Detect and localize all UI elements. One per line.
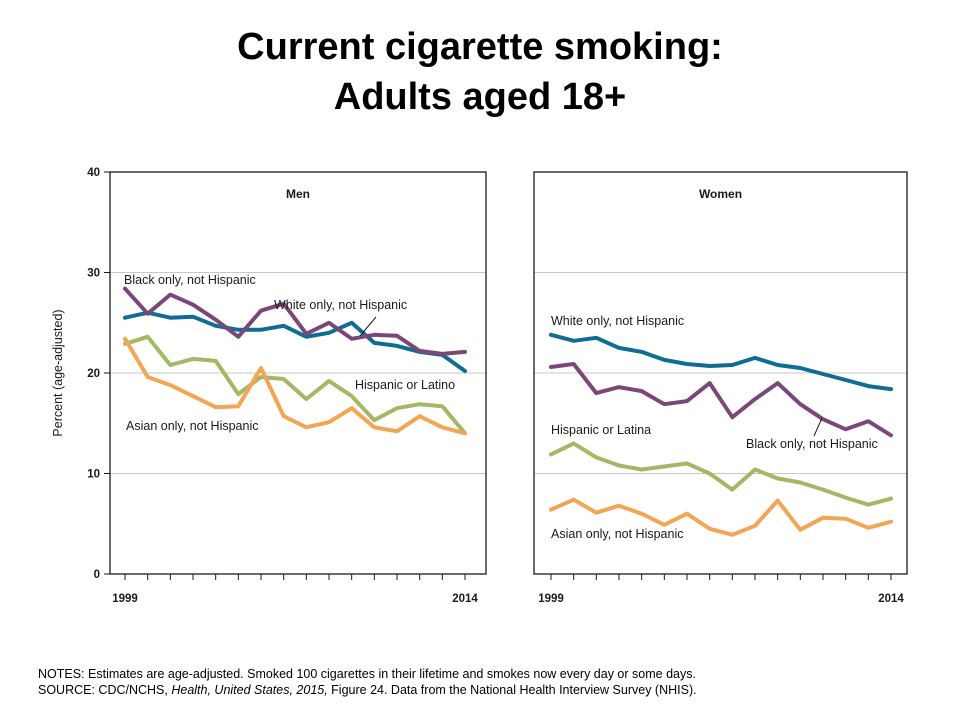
series-label-black: Black only, not Hispanic [746,437,878,451]
leader-line-black [813,417,823,437]
series-label-hispanic: Hispanic or Latina [551,423,651,437]
title-line-2: Adults aged 18+ [333,76,627,118]
series-line-white [123,310,467,373]
x-tick-label: 2014 [878,593,904,605]
series-label-asian: Asian only, not Hispanic [551,527,683,541]
source-publication: Health, United States, 2015, [171,683,328,697]
series-label-hispanic: Hispanic or Latino [355,378,455,392]
x-tick-label: 2014 [452,593,478,605]
y-axis-label: Percent (age-adjusted) [51,309,65,436]
series-label-white: White only, not Hispanic [274,298,407,312]
source-detail: Figure 24. Data from the National Health… [327,683,697,697]
notes-block: NOTES: Estimates are age-adjusted. Smoke… [38,666,697,698]
series-line-black [123,286,467,356]
panel-title-men: Men [286,187,310,201]
x-tick-label: 1999 [538,593,564,605]
source-line: SOURCE: CDC/NCHS, Health, United States,… [38,682,697,698]
leader-line-white [359,316,377,337]
series-label-white: White only, not Hispanic [551,314,684,328]
series-line-white [549,332,893,392]
notes-line: NOTES: Estimates are age-adjusted. Smoke… [38,667,696,681]
y-tick-label: 30 [87,268,100,280]
title-line-1: Current cigarette smoking: [237,26,723,68]
series-label-asian: Asian only, not Hispanic [126,419,258,433]
source-prefix: SOURCE: CDC/NCHS, [38,683,172,697]
series-line-hispanic [549,441,893,507]
panel-title-women: Women [699,187,742,201]
slide-title: Current cigarette smoking: Adults aged 1… [0,22,960,122]
series-line-asian [123,336,467,436]
y-tick-label: 0 [94,569,100,581]
series-line-black [549,362,893,438]
y-tick-label: 10 [87,469,100,481]
series-line-asian [549,497,893,537]
series-label-black: Black only, not Hispanic [124,273,256,287]
x-tick-label: 1999 [112,593,138,605]
panel-frame-1 [533,171,908,575]
series-line-hispanic [123,334,467,436]
y-tick-label: 20 [87,368,100,380]
y-tick-label: 40 [87,167,100,179]
